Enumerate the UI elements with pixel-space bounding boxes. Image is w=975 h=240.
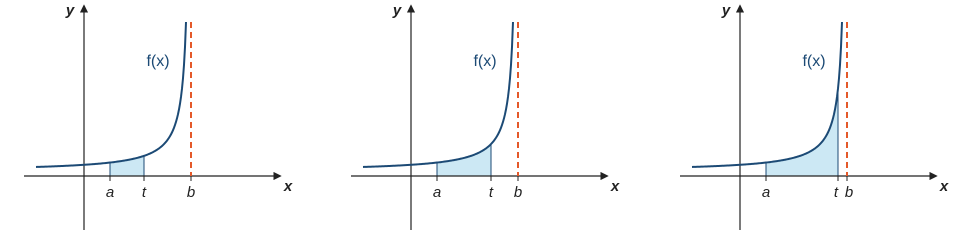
b-label: b <box>514 184 522 201</box>
panel: y x f(x) a t b <box>351 2 620 230</box>
y-label: y <box>65 2 75 19</box>
function-label: f(x) <box>146 53 169 70</box>
curve <box>362 21 514 168</box>
panel: y x f(x) a t b <box>24 2 293 230</box>
b-label: b <box>845 184 853 201</box>
shaded-area <box>110 155 144 176</box>
t-label: t <box>489 184 494 201</box>
b-label: b <box>187 184 195 201</box>
shaded-area <box>437 144 491 176</box>
x-label: x <box>283 178 293 195</box>
t-label: t <box>142 184 147 201</box>
a-label: a <box>433 184 441 201</box>
shaded-area <box>766 88 838 176</box>
function-label: f(x) <box>802 53 825 70</box>
y-label: y <box>721 2 731 19</box>
panel: y x f(x) a t b <box>680 2 949 230</box>
t-label: t <box>834 184 839 201</box>
function-label: f(x) <box>473 53 496 70</box>
a-label: a <box>106 184 114 201</box>
x-label: x <box>939 178 949 195</box>
x-label: x <box>610 178 620 195</box>
curve <box>691 21 843 168</box>
y-label: y <box>392 2 402 19</box>
a-label: a <box>762 184 770 201</box>
curve <box>35 21 187 168</box>
